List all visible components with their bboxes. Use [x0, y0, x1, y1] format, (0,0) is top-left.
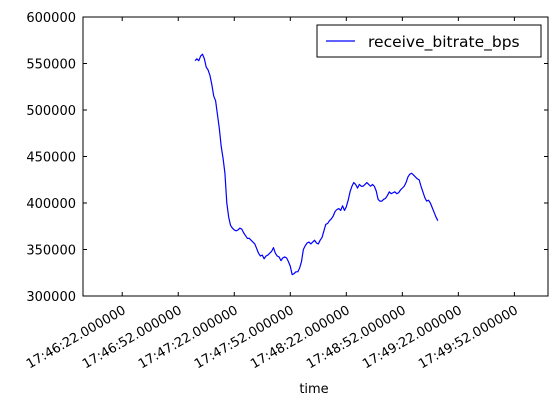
x-tick-label: 17:47:22.000000	[136, 303, 241, 372]
y-tick-label: 500000	[26, 104, 76, 119]
x-tick-label: 17:49:52.000000	[416, 303, 521, 372]
x-tick-label: 17:46:52.000000	[80, 303, 185, 372]
y-tick-label: 350000	[26, 244, 76, 259]
legend-label-receive-bitrate: receive_bitrate_bps	[368, 33, 520, 52]
plot-frame	[82, 16, 549, 297]
x-tick-label: 17:48:52.000000	[304, 303, 409, 372]
plot-layer	[194, 53, 439, 276]
tick-layer: 300000 350000 400000 450000 500000 550000 6000…	[24, 11, 548, 372]
legend: receive_bitrate_bps	[316, 24, 542, 58]
x-tick-label: 17:48:22.000000	[248, 303, 353, 372]
x-tick-label: 17:47:52.000000	[192, 303, 297, 372]
y-tick-label: 450000	[26, 151, 76, 166]
y-tick-label: 300000	[26, 290, 76, 305]
y-tick-label: 600000	[26, 11, 76, 26]
y-tick-label: 400000	[26, 197, 76, 212]
x-tick-label: 17:46:22.000000	[24, 303, 129, 372]
x-tick-label: 17:49:22.000000	[360, 303, 465, 372]
x-axis-label: time	[299, 382, 328, 397]
series-line-receive-bitrate	[194, 53, 439, 276]
y-tick-label: 550000	[26, 58, 76, 73]
